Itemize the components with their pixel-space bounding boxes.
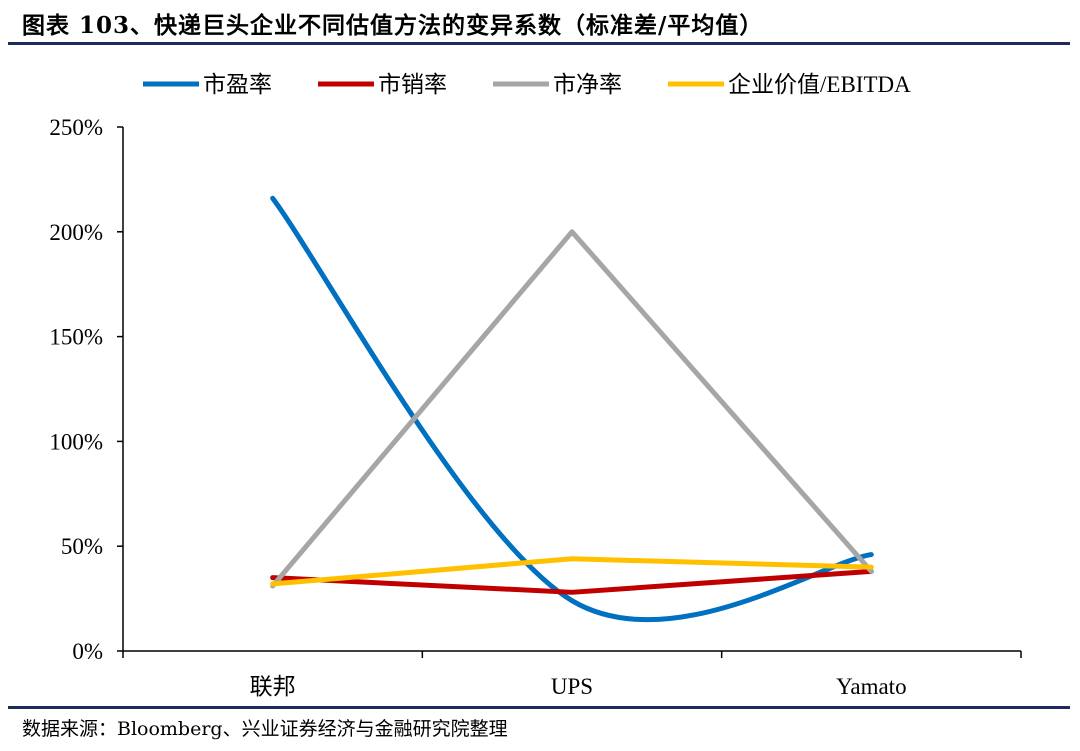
legend-label: 企业价值/EBITDA [728, 72, 911, 97]
y-tick-label: 100% [49, 429, 103, 454]
y-tick-label: 250% [49, 115, 103, 140]
legend-label: 市净率 [553, 72, 622, 97]
y-tick-label: 200% [49, 220, 103, 245]
title-divider [8, 42, 1070, 45]
series-line [270, 229, 874, 589]
source-divider [8, 706, 1070, 709]
y-tick-label: 50% [61, 534, 103, 559]
series-line [270, 556, 874, 587]
chart-title: 图表 103、快递巨头企业不同估值方法的变异系数（标准差/平均值） [22, 12, 764, 39]
x-tick-label: UPS [551, 674, 593, 699]
x-tick-label: 联邦 [250, 674, 296, 699]
legend-label: 市销率 [378, 72, 447, 97]
x-tick-label: Yamato [836, 674, 907, 699]
source-note: 数据来源：Bloomberg、兴业证券经济与金融研究院整理 [22, 718, 508, 740]
y-tick-label: 150% [49, 325, 103, 350]
y-tick-label: 0% [72, 639, 103, 664]
legend-label: 市盈率 [203, 72, 272, 97]
series-line [270, 568, 874, 595]
